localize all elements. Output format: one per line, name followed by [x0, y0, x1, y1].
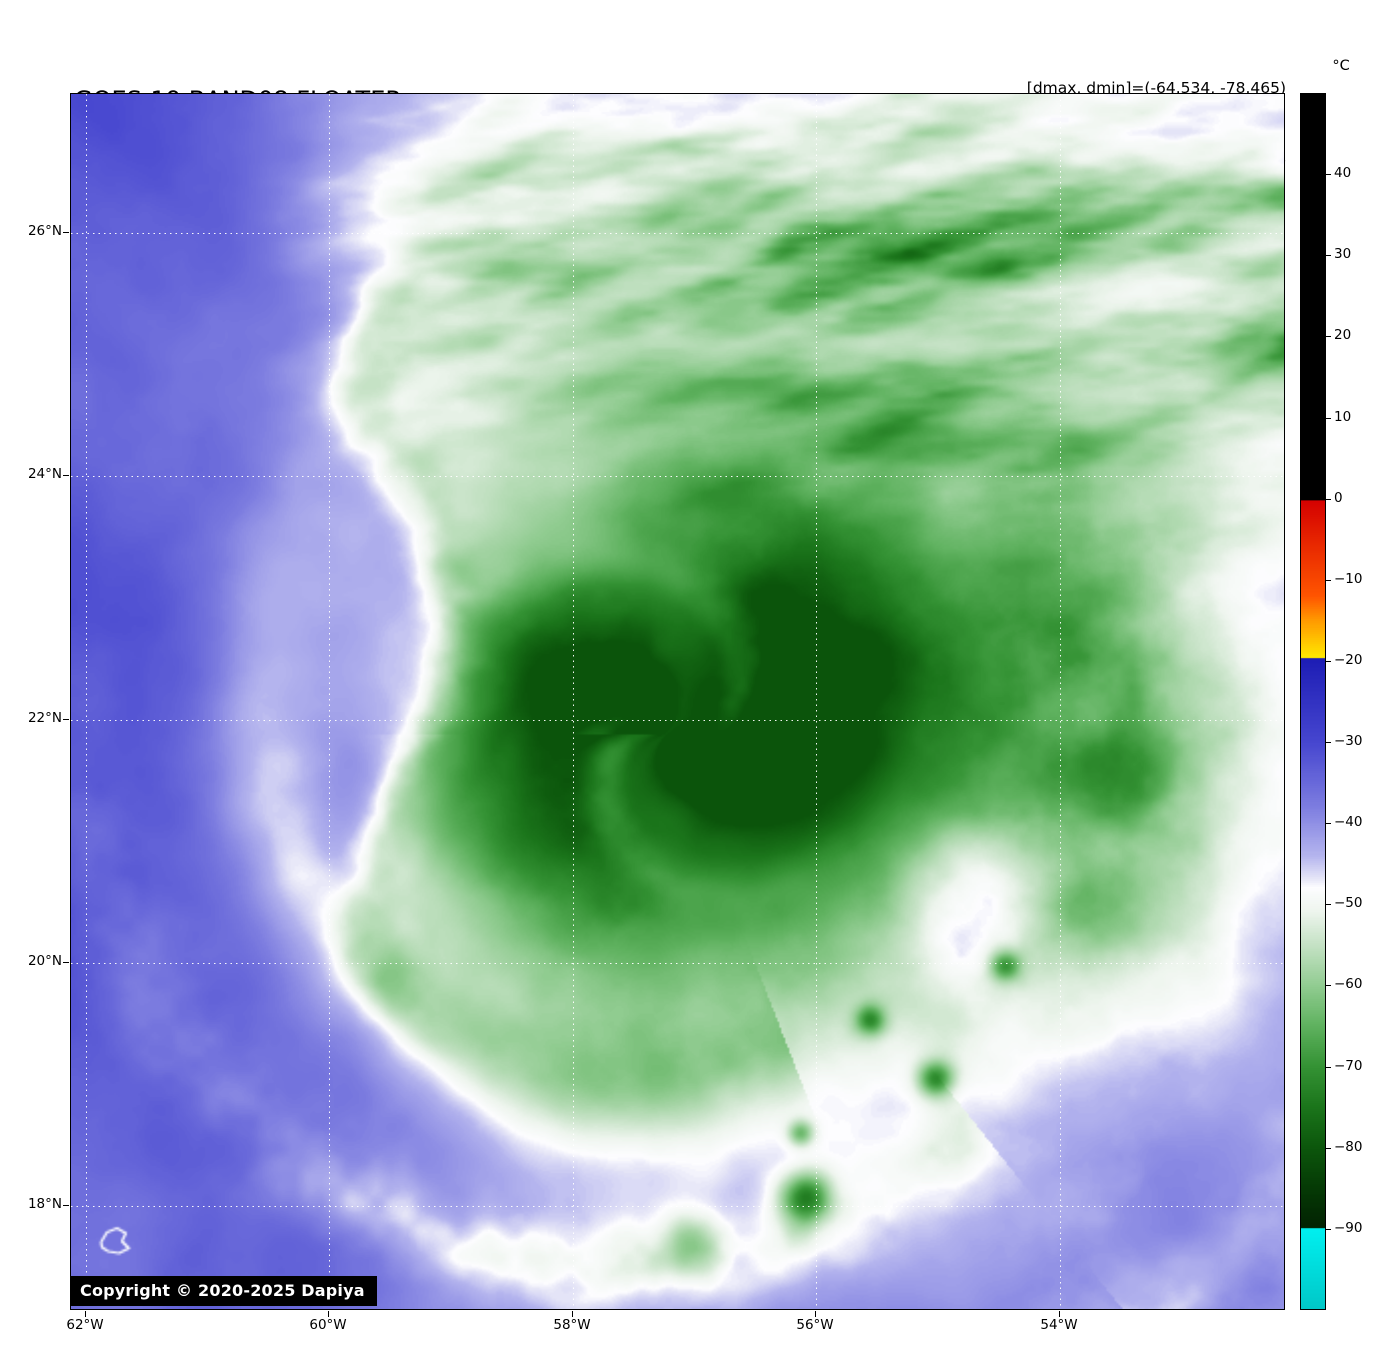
colorbar-tick-mark	[1326, 1229, 1331, 1230]
colorbar-tick-label: −60	[1334, 976, 1363, 992]
map-plot-area: Copyright © 2020-2025 Dapiya	[70, 93, 1285, 1310]
colorbar-tick-mark	[1326, 985, 1331, 986]
lon-gridline	[573, 94, 574, 1309]
colorbar-canvas	[1301, 94, 1325, 1309]
lon-gridline	[86, 94, 87, 1309]
colorbar-tick-label: −10	[1334, 571, 1363, 587]
colorbar-tick-mark	[1326, 499, 1331, 500]
lon-tick-mark	[572, 1311, 573, 1317]
lat-tick-mark	[63, 232, 69, 233]
colorbar-tick-mark	[1326, 255, 1331, 256]
colorbar-tick-label: 30	[1334, 246, 1352, 262]
colorbar-tick-label: 10	[1334, 409, 1352, 425]
lon-gridline	[1060, 94, 1061, 1309]
lat-tick-mark	[63, 719, 69, 720]
lat-tick-label: 20°N	[27, 953, 62, 969]
colorbar-tick-mark	[1326, 580, 1331, 581]
lon-tick-label: 54°W	[1040, 1317, 1078, 1333]
copyright-badge: Copyright © 2020-2025 Dapiya	[71, 1276, 377, 1306]
colorbar-tick-label: −20	[1334, 652, 1363, 668]
lat-gridline	[71, 963, 1284, 964]
colorbar-tick-label: 40	[1334, 165, 1352, 181]
colorbar-tick-label: −40	[1334, 814, 1363, 830]
lon-gridline	[329, 94, 330, 1309]
lon-tick-mark	[1059, 1311, 1060, 1317]
colorbar-tick-label: −50	[1334, 895, 1363, 911]
dmax-dmin-readout: [dmax, dmin]=(-64.534, -78.465)	[1026, 79, 1286, 97]
lat-tick-label: 24°N	[27, 466, 62, 482]
satellite-image-canvas	[71, 94, 1284, 1309]
lat-gridline	[71, 233, 1284, 234]
colorbar-tick-mark	[1326, 1148, 1331, 1149]
lat-gridline	[71, 1206, 1284, 1207]
colorbar-tick-mark	[1326, 904, 1331, 905]
lon-gridline	[816, 94, 817, 1309]
colorbar-tick-mark	[1326, 336, 1331, 337]
lat-tick-mark	[63, 962, 69, 963]
colorbar-tick-label: 20	[1334, 327, 1352, 343]
lat-tick-label: 26°N	[27, 223, 62, 239]
lat-tick-label: 22°N	[27, 710, 62, 726]
lon-tick-mark	[328, 1311, 329, 1317]
colorbar-tick-mark	[1326, 418, 1331, 419]
colorbar-tick-mark	[1326, 1067, 1331, 1068]
colorbar-tick-label: −80	[1334, 1139, 1363, 1155]
lat-tick-mark	[63, 475, 69, 476]
colorbar-tick-mark	[1326, 661, 1331, 662]
lon-tick-mark	[85, 1311, 86, 1317]
lat-tick-mark	[63, 1205, 69, 1206]
lon-tick-label: 56°W	[796, 1317, 834, 1333]
lon-tick-mark	[815, 1311, 816, 1317]
colorbar-unit-label: °C	[1332, 58, 1350, 74]
lat-gridline	[71, 476, 1284, 477]
lon-tick-label: 60°W	[309, 1317, 347, 1333]
colorbar-tick-label: −90	[1334, 1220, 1363, 1236]
colorbar-tick-label: −70	[1334, 1058, 1363, 1074]
lat-tick-label: 18°N	[27, 1196, 62, 1212]
lon-tick-label: 62°W	[66, 1317, 104, 1333]
lat-gridline	[71, 720, 1284, 721]
colorbar-tick-label: −30	[1334, 733, 1363, 749]
colorbar-tick-label: 0	[1334, 490, 1343, 506]
colorbar-tick-mark	[1326, 174, 1331, 175]
colorbar-tick-mark	[1326, 823, 1331, 824]
colorbar-tick-mark	[1326, 742, 1331, 743]
colorbar	[1300, 93, 1326, 1310]
lon-tick-label: 58°W	[553, 1317, 591, 1333]
